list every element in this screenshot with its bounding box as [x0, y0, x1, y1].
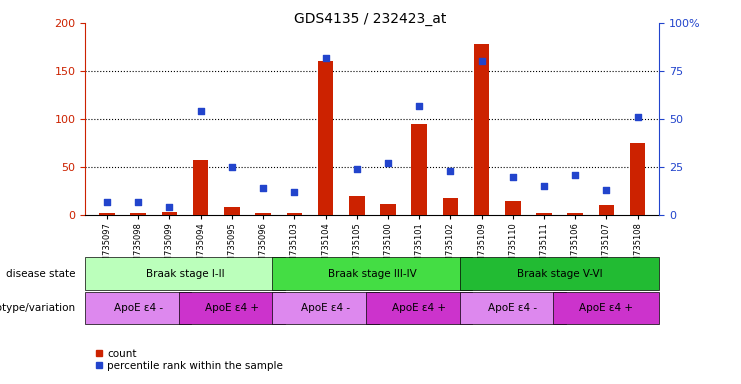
Bar — [273, 257, 472, 290]
Text: Braak stage I-II: Braak stage I-II — [146, 268, 225, 279]
Point — [569, 172, 581, 178]
Bar — [179, 292, 285, 324]
Bar — [599, 205, 614, 215]
Text: disease state: disease state — [7, 268, 76, 279]
Bar — [411, 124, 427, 215]
Bar — [366, 292, 472, 324]
Bar — [287, 213, 302, 215]
Point — [538, 183, 550, 189]
Text: ApoE ε4 +: ApoE ε4 + — [579, 303, 634, 313]
Bar — [554, 292, 659, 324]
Point — [195, 108, 207, 114]
Legend: count, percentile rank within the sample: count, percentile rank within the sample — [90, 344, 287, 375]
Bar — [442, 198, 458, 215]
Bar — [536, 213, 552, 215]
Bar — [224, 207, 239, 215]
Bar — [162, 212, 177, 215]
Point — [226, 164, 238, 170]
Point — [507, 174, 519, 180]
Point — [476, 58, 488, 65]
Text: ApoE ε4 +: ApoE ε4 + — [205, 303, 259, 313]
Point — [288, 189, 300, 195]
Text: Braak stage III-IV: Braak stage III-IV — [328, 268, 416, 279]
Bar — [630, 143, 645, 215]
Point — [164, 204, 176, 210]
Bar — [256, 213, 271, 215]
Bar — [193, 161, 208, 215]
Point — [319, 55, 331, 61]
Point — [445, 168, 456, 174]
Point — [382, 160, 394, 166]
Point — [632, 114, 644, 120]
Text: ApoE ε4 +: ApoE ε4 + — [392, 303, 446, 313]
Bar — [318, 61, 333, 215]
Point — [350, 166, 362, 172]
Bar — [505, 200, 521, 215]
Bar — [85, 257, 285, 290]
Bar — [459, 292, 566, 324]
Bar — [380, 204, 396, 215]
Point — [257, 185, 269, 191]
Bar — [130, 213, 146, 215]
Text: Braak stage V-VI: Braak stage V-VI — [516, 268, 602, 279]
Point — [413, 103, 425, 109]
Bar — [568, 213, 583, 215]
Bar — [349, 196, 365, 215]
Text: ApoE ε4 -: ApoE ε4 - — [301, 303, 350, 313]
Bar — [273, 292, 379, 324]
Point — [133, 199, 144, 205]
Text: ApoE ε4 -: ApoE ε4 - — [113, 303, 163, 313]
Bar — [85, 292, 191, 324]
Text: genotype/variation: genotype/variation — [0, 303, 76, 313]
Bar — [99, 213, 115, 215]
Text: GDS4135 / 232423_at: GDS4135 / 232423_at — [294, 12, 447, 25]
Text: ApoE ε4 -: ApoE ε4 - — [488, 303, 537, 313]
Bar — [473, 44, 489, 215]
Bar — [459, 257, 659, 290]
Point — [101, 199, 113, 205]
Point — [600, 187, 612, 193]
